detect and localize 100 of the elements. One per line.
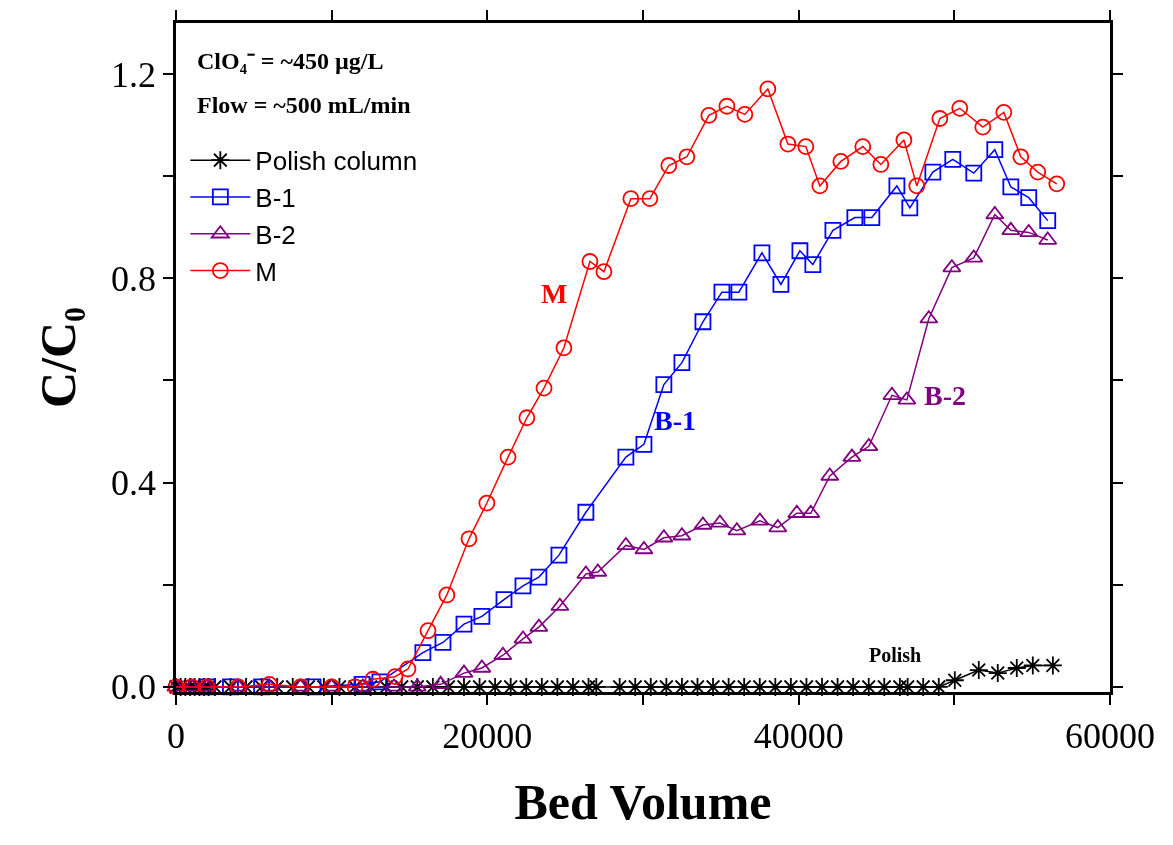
point (693, 516, 713, 530)
point (995, 103, 1013, 121)
x-tick-label: 40000 (753, 715, 844, 756)
point (965, 164, 983, 182)
point (535, 379, 553, 397)
point (438, 586, 456, 604)
point (386, 668, 404, 686)
x-axis-title: Bed Volume (514, 774, 772, 831)
point (550, 597, 570, 611)
point (718, 97, 736, 115)
point (713, 283, 731, 301)
point (472, 659, 492, 673)
point (1029, 163, 1047, 181)
point (986, 141, 1004, 159)
point (811, 177, 829, 195)
point (228, 678, 248, 692)
point (872, 156, 890, 173)
point (384, 678, 404, 692)
point (414, 644, 432, 662)
point (832, 153, 850, 170)
point (974, 118, 992, 136)
point (555, 339, 573, 357)
point (577, 503, 595, 521)
point (622, 190, 640, 208)
point (791, 242, 809, 260)
point (727, 522, 747, 536)
point (672, 527, 692, 541)
point (842, 448, 862, 462)
point (678, 148, 696, 166)
point (944, 150, 962, 168)
point (908, 177, 926, 195)
point (431, 675, 451, 689)
y-tick-label: 0.4 (111, 463, 157, 504)
point (772, 276, 790, 293)
point (550, 546, 568, 564)
point (518, 409, 536, 427)
point (919, 310, 939, 324)
point (634, 541, 654, 555)
annotation: B-2 (924, 380, 966, 411)
point (768, 519, 788, 533)
y-tick-label: 0.8 (111, 258, 157, 299)
point (942, 259, 962, 273)
point (801, 504, 821, 518)
point (1020, 189, 1038, 207)
point (617, 448, 635, 466)
point (673, 354, 691, 372)
point (897, 391, 917, 405)
point (824, 221, 842, 239)
x-tick-label: 0 (167, 715, 185, 756)
point (407, 678, 427, 692)
x-tick-label: 20000 (442, 715, 533, 756)
point (710, 514, 730, 528)
point (434, 634, 452, 651)
point (820, 467, 840, 481)
point (493, 646, 513, 660)
point (455, 615, 473, 633)
point (495, 591, 513, 608)
point (454, 664, 474, 678)
point (700, 107, 718, 124)
point (863, 209, 881, 226)
point (197, 678, 217, 692)
point (460, 530, 478, 548)
y-tick-label: 0.0 (111, 667, 157, 708)
point (473, 608, 491, 625)
point (478, 494, 496, 512)
point (931, 110, 949, 127)
point (322, 678, 342, 692)
point (951, 99, 969, 117)
annotation: B-1 (654, 405, 696, 436)
point (753, 244, 771, 262)
point (1038, 231, 1058, 245)
point (530, 568, 548, 586)
point (846, 209, 864, 226)
legend-label: B-1 (255, 183, 296, 214)
annotation: ClO₄⁻ = ~450 µg/L (197, 48, 384, 74)
y-tick-label: 1.2 (111, 54, 157, 95)
point (924, 163, 942, 181)
point (654, 529, 674, 543)
annotation: Flow = ~500 mL/min (197, 92, 411, 118)
point (895, 131, 913, 149)
point (529, 618, 549, 632)
point (371, 673, 389, 691)
point (595, 263, 613, 281)
point (1048, 175, 1066, 193)
point (581, 253, 599, 270)
point (854, 138, 872, 155)
point (882, 386, 902, 400)
point (616, 537, 636, 551)
legend-label: Polish column (255, 146, 418, 177)
x-tick-label: 60000 (1065, 715, 1155, 756)
point (787, 504, 807, 518)
point (736, 106, 754, 123)
point (797, 138, 815, 155)
legend-label: M (255, 256, 278, 287)
point (641, 190, 659, 208)
point (694, 313, 712, 331)
point (750, 512, 770, 526)
point (1012, 148, 1030, 166)
legend-label: B-2 (255, 219, 296, 250)
point (804, 256, 822, 273)
